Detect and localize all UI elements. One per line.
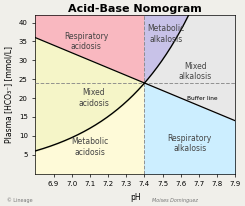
Text: Mixed
alkalosis: Mixed alkalosis (179, 62, 212, 81)
Text: Respiratory
alkalosis: Respiratory alkalosis (168, 134, 212, 153)
Text: © Lineage: © Lineage (7, 197, 33, 203)
Text: Metabolic
alkalosis: Metabolic alkalosis (147, 24, 185, 43)
Text: PᴄO₂ = 40 mmHg: PᴄO₂ = 40 mmHg (0, 205, 1, 206)
Text: Buffer line: Buffer line (187, 96, 218, 102)
Text: Metabolic
acidosis: Metabolic acidosis (71, 137, 109, 157)
Y-axis label: Plasma [HCO₃⁻] [mmol/L]: Plasma [HCO₃⁻] [mmol/L] (4, 46, 13, 143)
Text: Mixed
acidosis: Mixed acidosis (78, 88, 109, 108)
X-axis label: pH: pH (130, 193, 141, 202)
Title: Acid-Base Nomogram: Acid-Base Nomogram (68, 4, 202, 14)
Text: Moises Dominguez: Moises Dominguez (152, 198, 198, 203)
Text: Respiratory
acidosis: Respiratory acidosis (64, 32, 108, 51)
